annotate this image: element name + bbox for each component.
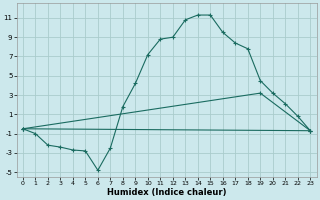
X-axis label: Humidex (Indice chaleur): Humidex (Indice chaleur) bbox=[107, 188, 226, 197]
